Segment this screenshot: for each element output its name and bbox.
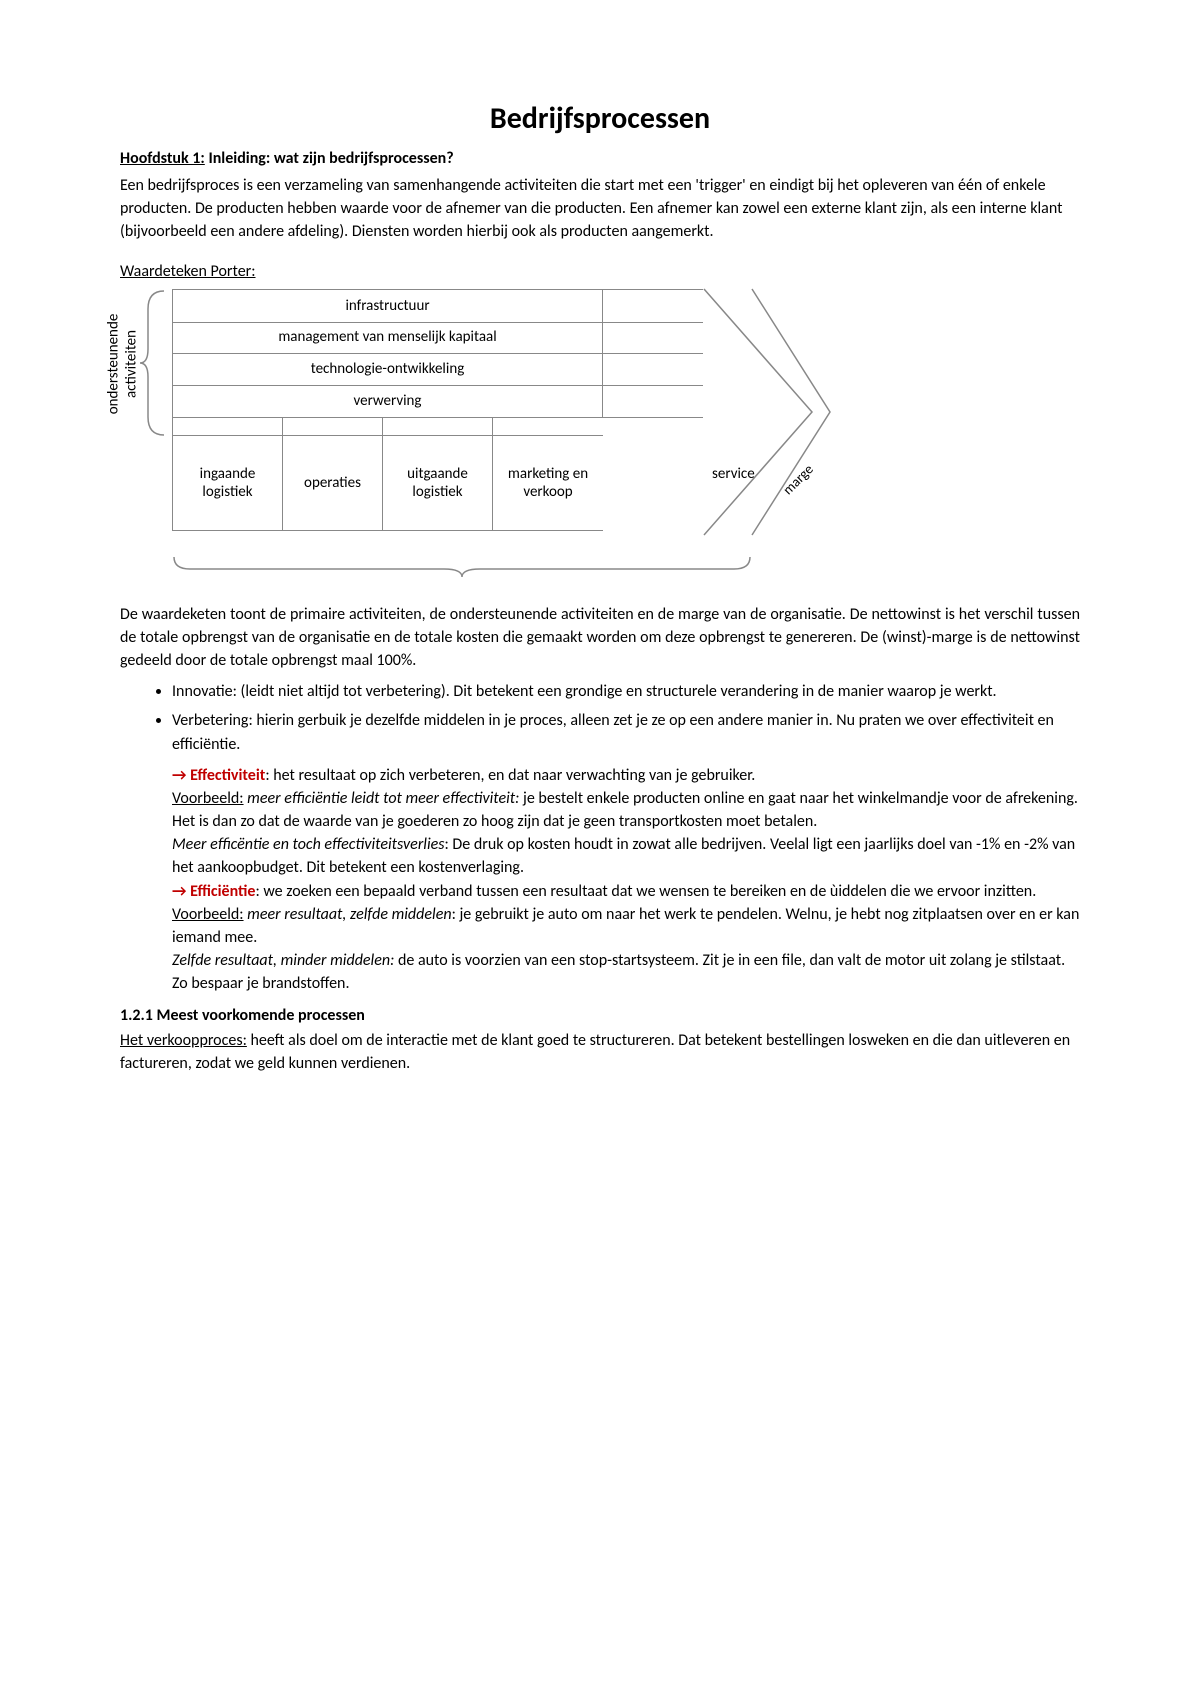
effectiviteit-block: → Effectiviteit: het resultaat op zich v… [120,764,1080,787]
porter-heading: Waardeteken Porter: [120,262,1080,281]
support-row: management van menselijk kapitaal [173,321,603,354]
value-chain-paragraph: De waardeketen toont de primaire activit… [120,603,1080,673]
page-title: Bedrijfsprocessen [120,100,1080,137]
section-1-2-1-heading: 1.2.1 Meest voorkomende processen [120,1006,1080,1025]
efficientie-block: → Efficiëntie: we zoeken een bepaald ver… [120,880,1080,903]
chapter-label: Hoofdstuk 1: [120,149,205,168]
support-bracket-icon [138,289,166,437]
support-axis-label: ondersteunende activiteiten [110,289,134,439]
chapter-heading: Hoofdstuk 1: Inleiding: wat zijn bedrijf… [120,149,1080,168]
support-row: technologie-ontwikkeling [173,353,603,386]
chapter-title: Inleiding: wat zijn bedrijfsprocessen? [208,149,453,168]
efficientie-keyword: Efficiëntie [190,882,255,901]
voorbeeld-3: Voorbeeld: meer resultaat, zelfde middel… [120,903,1080,949]
margin-arrow-icon [702,287,832,537]
primary-cell: operaties [283,435,383,531]
support-row: infrastructuur [173,289,603,323]
service-label: service [712,465,755,483]
eff-verlies: Meer efficëntie en toch effectiviteitsve… [120,833,1080,879]
voorbeeld-1: Voorbeeld: meer efficiëntie leidt tot me… [120,787,1080,833]
voorbeeld-4: Zelfde resultaat, minder middelen: de au… [120,949,1080,995]
list-item: Verbetering: hierin gerbuik je dezelfde … [172,709,1080,755]
effectiviteit-keyword: Effectiviteit [190,766,265,785]
document-page: Bedrijfsprocessen Hoofdstuk 1: Inleiding… [0,0,1200,1698]
intro-paragraph: Een bedrijfsproces is een verzameling va… [120,174,1080,244]
primary-bracket-icon [172,555,752,579]
primary-cell: ingaande logistiek [173,435,283,531]
primary-cell: uitgaande logistiek [383,435,493,531]
porter-value-chain-diagram: ondersteunende activiteiten infrastructu… [120,289,840,579]
support-row: verwerving [173,385,603,418]
arrow-icon: → [172,766,186,785]
arrow-icon: → [172,882,186,901]
primary-cell: marketing en verkoop [493,435,603,531]
verkoopproces-paragraph: Het verkoopproces: heeft als doel om de … [120,1029,1080,1075]
bullet-list: Innovatie: (leidt niet altijd tot verbet… [120,680,1080,756]
list-item: Innovatie: (leidt niet altijd tot verbet… [172,680,1080,703]
